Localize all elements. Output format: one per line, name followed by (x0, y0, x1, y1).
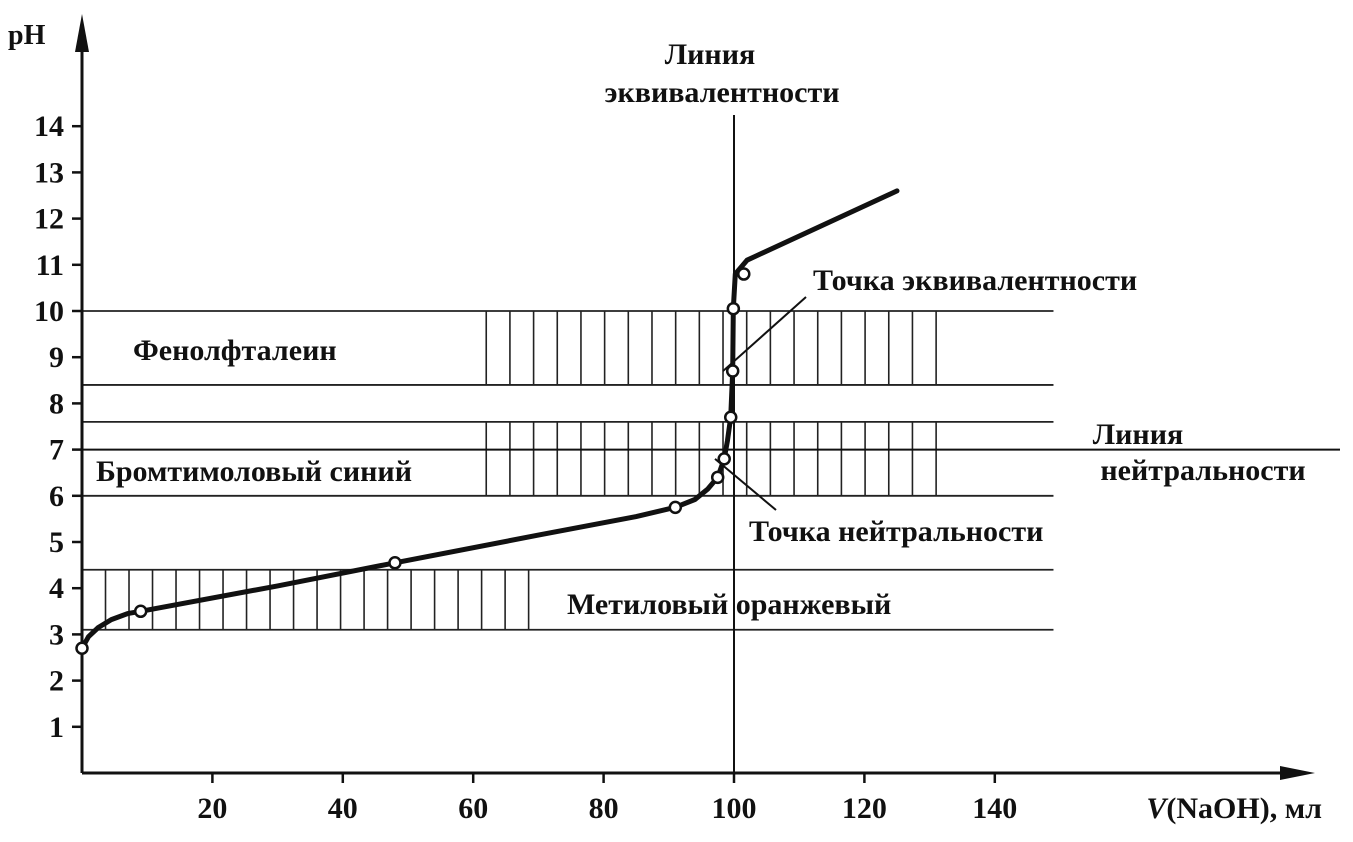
y-axis-label: pH (8, 20, 46, 51)
x-tick-label: 40 (328, 792, 358, 825)
neutrality-line-label-2: нейтральности (1100, 454, 1305, 487)
indicator-bands (81, 310, 1054, 631)
x-tick-label: 60 (458, 792, 488, 825)
y-tick-label: 14 (34, 110, 64, 143)
y-tick-label: 8 (49, 387, 64, 420)
data-point-marker (725, 364, 740, 378)
y-tick-label: 7 (49, 434, 64, 467)
data-point-marker (737, 267, 751, 281)
titration-curve-line (79, 188, 900, 651)
titration-curve (75, 188, 900, 656)
data-point-marker (723, 410, 738, 425)
equivalence-line-label-2: эквивалентности (605, 76, 840, 109)
y-tick-label: 5 (49, 526, 64, 559)
data-point-marker (388, 556, 402, 570)
y-tick-label: 13 (34, 156, 64, 189)
bromothymol-blue-label: Бромтимоловый синий (96, 455, 412, 488)
equivalence-point-label: Точка эквивалентности (813, 264, 1137, 297)
x-axis-arrow (1280, 766, 1315, 780)
phenolphthalein-label: Фенолфталеин (133, 334, 337, 367)
neutrality-point-label: Точка нейтральности (749, 515, 1043, 548)
data-point-marker (668, 500, 683, 515)
x-tick-label: 140 (972, 792, 1017, 825)
data-point-marker (75, 641, 89, 656)
data-point-marker (717, 452, 731, 466)
y-tick-label: 9 (49, 341, 64, 374)
y-tick-label: 6 (49, 480, 64, 513)
y-tick-label: 11 (36, 249, 64, 282)
x-tick-label: 80 (589, 792, 619, 825)
y-tick-label: 12 (34, 203, 64, 236)
y-tick-label: 2 (49, 665, 64, 698)
data-point-marker (133, 604, 148, 619)
equivalence-line-label-1: Линия (665, 38, 755, 71)
methyl-orange-label: Метиловый оранжевый (567, 588, 891, 621)
y-tick-label: 3 (49, 618, 64, 651)
x-tick-label: 20 (197, 792, 227, 825)
x-axis-label: V(NaOH), мл (1146, 792, 1322, 825)
data-point-marker (726, 301, 741, 316)
neutrality-line-label-1: Линия (1093, 418, 1183, 451)
x-tick-label: 120 (842, 792, 887, 825)
y-tick-label: 1 (49, 711, 64, 744)
y-axis-arrow (75, 14, 89, 52)
reference-lines (82, 115, 1340, 773)
equivalence-point-leader (722, 296, 807, 372)
neutrality-point-leader (714, 458, 777, 511)
data-point-marker (710, 470, 725, 485)
x-tick-label: 100 (712, 792, 757, 825)
y-tick-label: 10 (34, 295, 64, 328)
y-tick-label: 4 (49, 572, 64, 605)
chart-labels: Линия эквивалентности Точка эквивалентност… (96, 38, 1306, 621)
